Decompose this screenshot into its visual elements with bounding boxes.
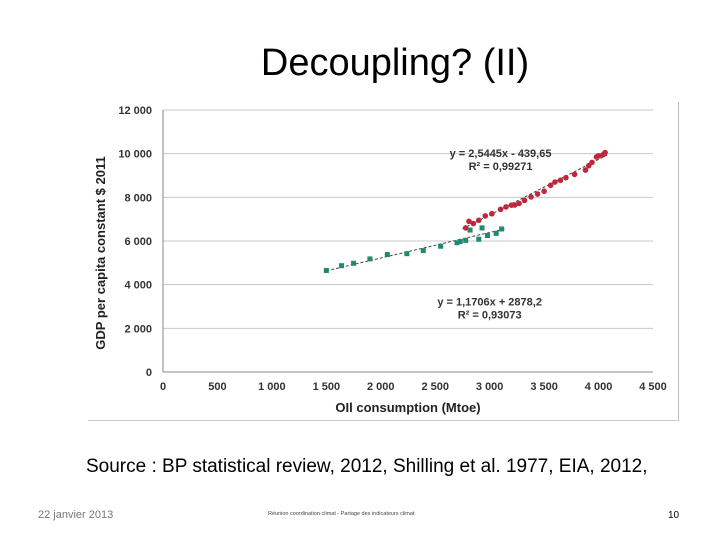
y-tick-label: 10 000	[118, 149, 152, 161]
data-point-red	[582, 167, 589, 173]
data-point-red	[552, 179, 558, 185]
data-point-red	[462, 225, 469, 231]
x-tick-label: 2 500	[421, 381, 449, 393]
y-tick-label: 4 000	[124, 280, 152, 292]
data-point-green	[438, 243, 444, 249]
chart-frame: 0 2 000 4 000 6 000 8 000 10 000 12 000 0 500 1 0…	[88, 102, 679, 421]
data-point-green	[323, 267, 329, 273]
data-point-green	[384, 252, 390, 258]
y-tick-label: 0	[146, 367, 152, 379]
data-point-red	[557, 177, 564, 184]
data-point-green	[454, 240, 460, 246]
data-point-red	[521, 197, 528, 204]
data-point-red	[489, 210, 495, 217]
data-point-red	[497, 206, 504, 213]
x-tick-label: 0	[160, 381, 166, 393]
y-axis-title: GDP per capita constant $ 2011	[93, 156, 108, 349]
scatter-chart: 0 2 000 4 000 6 000 8 000 10 000 12 000 0 500 1 0…	[93, 105, 667, 415]
x-axis-title: OIl consumption (Mtoe)	[335, 400, 480, 415]
data-point-red	[470, 220, 477, 227]
trend-equation-green: y = 1,1706x + 2878,2	[437, 296, 542, 308]
data-point-red	[589, 159, 595, 166]
data-point-green	[499, 226, 505, 232]
data-point-red	[595, 153, 602, 159]
trendline-layer	[326, 154, 608, 272]
data-point-green	[484, 233, 490, 239]
trendline-green	[326, 228, 507, 272]
data-point-green	[420, 248, 426, 254]
trend-equation-red: y = 2,5445x - 439,65	[450, 148, 552, 160]
y-tick-label: 2 000	[124, 323, 152, 335]
y-tick-label: 8 000	[124, 192, 152, 204]
x-tick-label: 500	[208, 381, 226, 393]
y-tick-label: 6 000	[124, 236, 152, 248]
data-point-red	[475, 217, 482, 224]
data-point-red	[511, 202, 518, 208]
data-point-red	[534, 191, 541, 197]
footer-center-text: Réunion coordination climat - Partage de…	[268, 511, 415, 517]
data-point-red	[503, 204, 509, 210]
trend-r2-green: R² = 0,93073	[458, 309, 522, 321]
data-point-red	[466, 218, 472, 225]
data-point-red	[547, 182, 554, 189]
label-layer: y = 1,1706x + 2878,2R² = 0,93073 y = 2,54…	[437, 148, 551, 321]
x-tick-label: 4 000	[585, 381, 613, 393]
data-point-green	[493, 230, 499, 236]
data-point-red	[482, 213, 489, 219]
data-point-red	[528, 194, 534, 200]
data-point-green	[351, 260, 357, 266]
data-point-green	[463, 237, 469, 243]
data-point-red	[602, 149, 608, 156]
data-point-red	[541, 188, 547, 195]
data-point-green	[457, 238, 463, 244]
data-point-red	[516, 200, 522, 207]
data-point-green	[467, 227, 473, 233]
x-tick-label: 2 000	[367, 381, 395, 393]
source-note: Source : BP statistical review, 2012, Sh…	[86, 456, 648, 477]
data-point-green	[479, 225, 485, 231]
page-number: 10	[668, 510, 680, 521]
x-tick-label: 3 000	[476, 381, 504, 393]
data-point-green	[476, 236, 482, 242]
axis-layer: 0 2 000 4 000 6 000 8 000 10 000 12 000 0 500 1 0…	[93, 105, 667, 415]
point-layer	[323, 149, 608, 273]
x-tick-label: 1 500	[313, 381, 341, 393]
y-tick-label: 12 000	[118, 105, 152, 117]
x-tick-label: 4 500	[639, 381, 667, 393]
trend-r2-red: R² = 0,99271	[469, 161, 533, 173]
slide-title: Decoupling? (II)	[260, 42, 530, 84]
data-point-green	[339, 263, 345, 269]
footer-date: 22 janvier 2013	[38, 509, 114, 521]
data-point-green	[367, 256, 373, 262]
data-point-red	[563, 174, 569, 181]
grid-layer	[163, 109, 653, 329]
data-point-red	[571, 171, 578, 178]
x-tick-label: 1 000	[258, 381, 286, 393]
x-tick-label: 3 500	[530, 381, 558, 393]
data-point-green	[404, 251, 410, 257]
